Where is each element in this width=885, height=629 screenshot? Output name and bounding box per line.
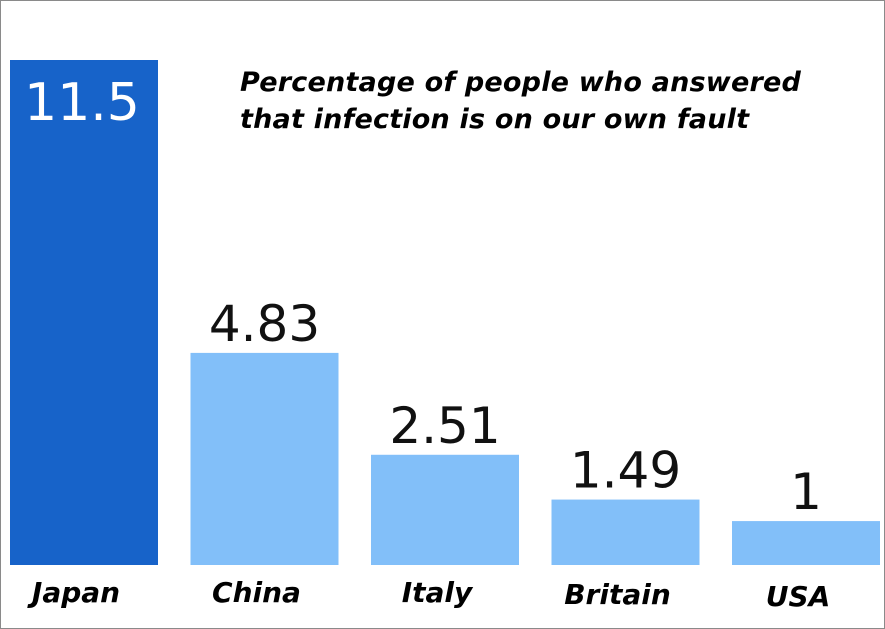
category-label-japan: Japan — [27, 576, 120, 609]
category-label-usa: USA — [766, 580, 831, 613]
value-label-group: 11.5 4.83 2.51 1.49 1 — [24, 73, 822, 521]
value-label-japan: 11.5 — [24, 73, 140, 133]
value-label-usa: 1 — [790, 463, 822, 521]
category-label-italy: Italy — [402, 576, 474, 609]
value-label-britain: 1.49 — [570, 442, 681, 500]
bar-china — [190, 352, 339, 565]
bar-group — [10, 60, 880, 565]
category-label-group: Japan China Italy Britain USA — [27, 576, 830, 613]
bar-usa — [732, 521, 880, 565]
chart-title: Percentage of people who answered that i… — [240, 67, 802, 135]
bar-italy — [371, 454, 519, 565]
bar-britain — [551, 499, 700, 565]
value-label-china: 4.83 — [209, 295, 320, 353]
bar-japan — [10, 60, 158, 565]
category-label-britain: Britain — [564, 578, 671, 611]
value-label-italy: 2.51 — [389, 397, 500, 455]
category-label-china: China — [212, 576, 301, 609]
